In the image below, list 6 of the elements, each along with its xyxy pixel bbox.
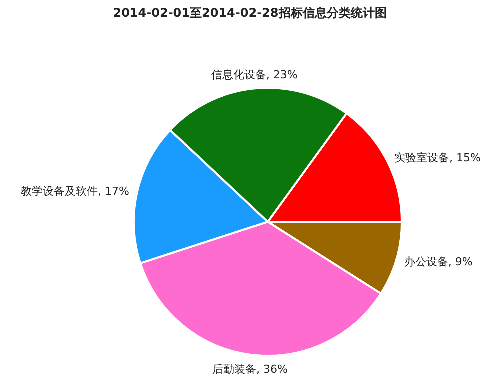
slice-label: 信息化设备, 23% bbox=[211, 68, 298, 82]
slice-label: 教学设备及软件, 17% bbox=[20, 185, 130, 198]
slice-label: 后勤装备, 36% bbox=[212, 362, 288, 376]
slice-label: 实验室设备, 15% bbox=[394, 152, 481, 165]
slice-label: 办公设备, 9% bbox=[404, 256, 473, 269]
chart-title: 2014-02-01至2014-02-28招标信息分类统计图 bbox=[113, 6, 387, 20]
